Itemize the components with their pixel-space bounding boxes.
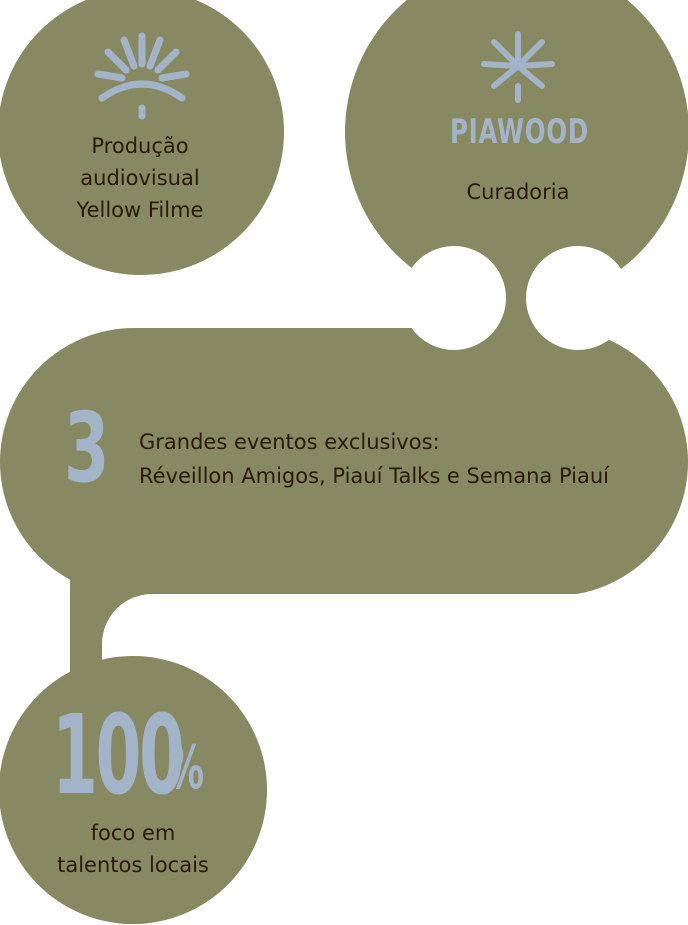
events-number: 3 xyxy=(64,392,110,504)
piawood-circle xyxy=(345,0,688,304)
notch-top-left xyxy=(402,246,506,350)
yellow-filme-line1: Produção xyxy=(91,134,189,158)
sun-rays-icon xyxy=(94,32,190,120)
piawood-label: Curadoria xyxy=(466,180,570,204)
talents-percent: % xyxy=(168,733,205,803)
notch-bottom-left-fill xyxy=(0,594,20,690)
events-line1: Grandes eventos exclusivos: xyxy=(139,430,440,454)
yellow-filme-circle xyxy=(0,0,284,275)
piawood-logo: PIAWOOD xyxy=(450,112,589,152)
events-line2: Réveillon Amigos, Piauí Talks e Semana P… xyxy=(139,464,610,488)
talents-number: 100 xyxy=(52,691,185,819)
yellow-filme-line3: Yellow Filme xyxy=(76,198,204,222)
events-pill xyxy=(0,328,688,596)
talents-line2: talentos locais xyxy=(57,853,209,877)
yellow-filme-line2: audiovisual xyxy=(80,166,200,190)
talents-line1: foco em xyxy=(90,821,176,845)
notch-top-right xyxy=(526,246,630,350)
palm-star-icon xyxy=(481,31,555,103)
